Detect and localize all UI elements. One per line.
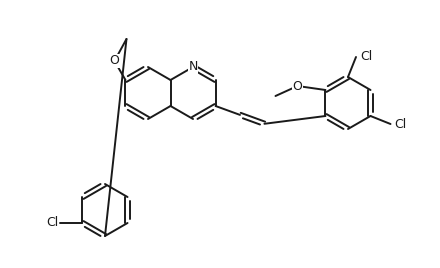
- Text: N: N: [188, 61, 198, 73]
- Text: Cl: Cl: [360, 50, 372, 64]
- Text: Cl: Cl: [46, 217, 59, 229]
- Text: O: O: [110, 54, 119, 68]
- Text: O: O: [293, 80, 302, 92]
- Text: Cl: Cl: [394, 117, 407, 131]
